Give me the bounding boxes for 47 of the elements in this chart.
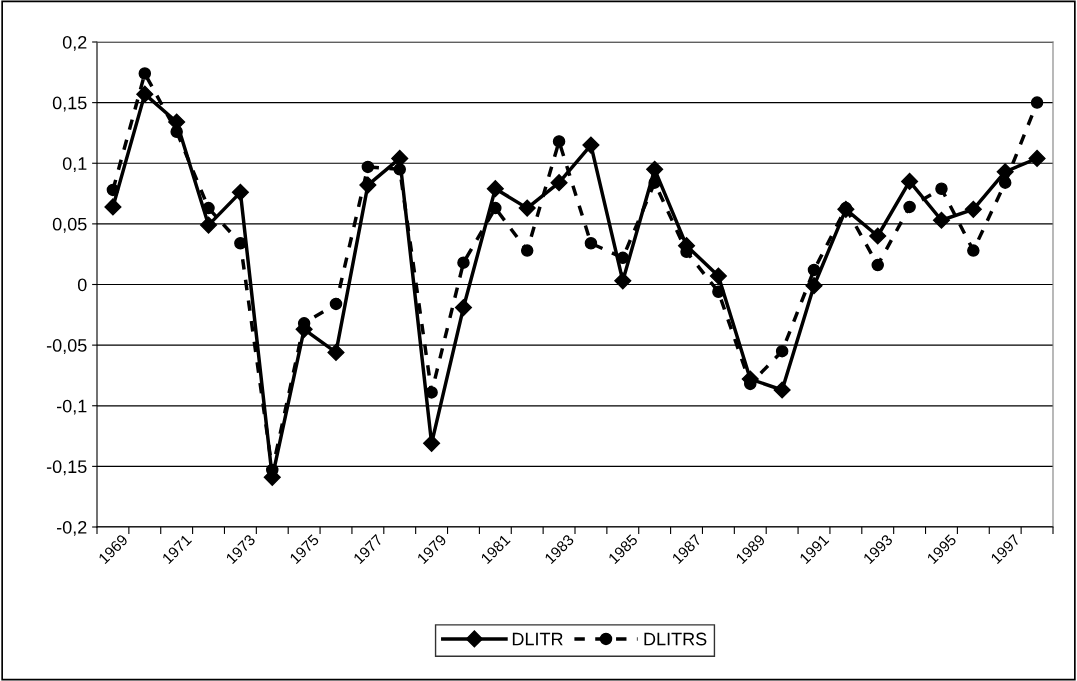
point <box>423 434 441 452</box>
point <box>584 237 598 250</box>
y-tick-label: -0,1 <box>56 399 87 415</box>
point <box>550 174 568 192</box>
point <box>901 172 919 190</box>
point <box>935 182 948 195</box>
point <box>457 256 470 269</box>
point <box>869 227 887 245</box>
point <box>967 244 980 257</box>
point <box>361 160 375 174</box>
point <box>104 198 122 216</box>
point <box>520 244 534 257</box>
point <box>614 272 632 290</box>
y-tick-label: -0,2 <box>56 520 87 536</box>
y-tick-label: 0,15 <box>52 96 87 112</box>
point <box>327 343 345 361</box>
y-tick-label: 0,2 <box>62 35 87 51</box>
point <box>391 149 409 167</box>
point <box>329 297 343 311</box>
point <box>136 85 154 103</box>
point <box>552 135 566 148</box>
point <box>871 258 884 272</box>
point <box>138 67 152 80</box>
point <box>1028 149 1046 167</box>
point <box>486 180 504 198</box>
point <box>932 211 951 229</box>
point <box>199 216 218 234</box>
legend-label: DLITR <box>512 632 563 646</box>
y-tick-label: 0 <box>77 278 87 292</box>
y-tick-label: -0,15 <box>46 460 87 476</box>
point <box>518 199 536 217</box>
point <box>709 267 727 285</box>
point <box>454 298 473 317</box>
point <box>1030 96 1044 109</box>
point <box>359 176 377 194</box>
y-tick-label: 0,1 <box>62 157 87 173</box>
y-tick-label: -0,05 <box>46 339 87 354</box>
point <box>805 277 823 295</box>
point <box>903 200 916 214</box>
point <box>231 183 249 201</box>
y-tick-label: 0,05 <box>52 217 87 233</box>
point <box>646 160 664 178</box>
point <box>773 381 791 399</box>
legend-label: DLITRS <box>644 632 707 646</box>
point <box>775 344 789 358</box>
point <box>964 200 982 218</box>
point <box>582 136 600 154</box>
